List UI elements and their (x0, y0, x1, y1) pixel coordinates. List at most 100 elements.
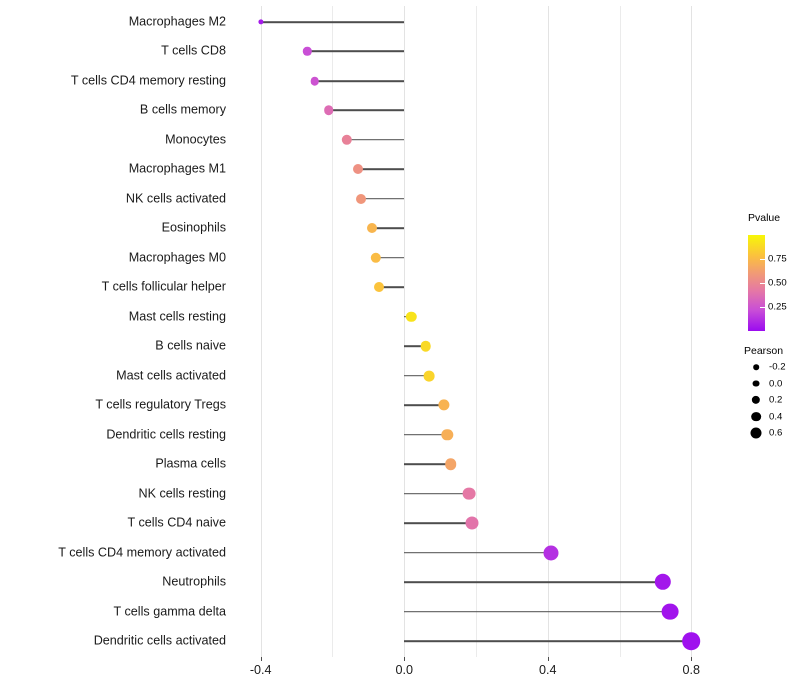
y-axis-category-labels: Macrophages M2 T cells CD8 T cells CD4 mem… (0, 0, 226, 700)
lollipop-stem (404, 610, 670, 613)
gridline-major (547, 6, 549, 657)
lollipop-point[interactable] (406, 311, 417, 322)
colorbar-tick-label: 0.25 (768, 301, 787, 313)
size-legend-dot (750, 427, 762, 439)
x-axis-tick (691, 657, 693, 661)
gridline-major (691, 6, 693, 657)
size-legend-label: -0.2 (769, 361, 786, 373)
pvalue-legend-title: Pvalue (748, 212, 781, 224)
x-axis-tick-label: 0.4 (538, 663, 557, 677)
size-legend-label: 0.4 (769, 411, 783, 422)
y-axis-label: T cells CD4 naive (127, 515, 226, 530)
lollipop-point[interactable] (258, 19, 264, 25)
lollipop-stem (260, 21, 405, 23)
y-axis-label: Plasma cells (155, 456, 226, 471)
lollipop-point[interactable] (462, 487, 476, 501)
x-axis-tick (404, 657, 406, 661)
size-legend-dot (752, 380, 760, 387)
y-axis-label: Mast cells resting (128, 309, 226, 324)
y-axis-label: Macrophages M0 (128, 250, 226, 265)
y-axis-label: Dendritic cells resting (106, 427, 226, 442)
lollipop-point[interactable] (310, 76, 319, 86)
x-axis: -0.4 0.0 0.4 0.8 (232, 657, 720, 687)
lollipop-stem (404, 640, 692, 642)
lollipop-stem (404, 581, 663, 583)
lollipop-stem (404, 551, 552, 554)
lollipop-stem (404, 433, 448, 436)
y-axis-label: T cells regulatory Tregs (95, 397, 226, 412)
x-axis-tick-label: 0.8 (682, 663, 701, 677)
lollipop-point[interactable] (352, 164, 363, 175)
lollipop-stem (357, 168, 405, 171)
lollipop-stem (404, 463, 451, 465)
y-axis-label: Eosinophils (161, 220, 226, 235)
size-legend-dot (751, 395, 761, 405)
lollipop-point[interactable] (420, 340, 432, 352)
y-axis-label: Macrophages M2 (128, 14, 226, 29)
y-axis-label: NK cells resting (138, 486, 227, 501)
y-axis-label: T cells CD4 memory activated (58, 545, 226, 560)
lollipop-point[interactable] (661, 603, 679, 620)
y-axis-label: Macrophages M1 (128, 161, 226, 176)
x-axis-tick-label: -0.4 (249, 663, 272, 677)
gridline-major (404, 6, 406, 657)
size-legend-dot (751, 411, 761, 422)
lollipop-point[interactable] (465, 516, 479, 530)
y-axis-label: Mast cells activated (116, 368, 226, 383)
gridline-minor (332, 6, 334, 657)
lollipop-point[interactable] (324, 105, 334, 116)
lollipop-point[interactable] (543, 545, 559, 561)
lollipop-stem (404, 522, 473, 524)
lollipop-point[interactable] (441, 428, 453, 441)
lollipop-stem (314, 80, 405, 82)
lollipop-point[interactable] (356, 193, 367, 204)
lollipop-point[interactable] (438, 399, 450, 411)
y-axis-label: Monocytes (165, 132, 226, 147)
y-axis-label: T cells CD4 memory resting (70, 73, 226, 88)
x-axis-tick (260, 657, 262, 661)
lollipop-stem (346, 139, 405, 141)
x-axis-tick (547, 657, 549, 661)
y-axis-label: B cells memory (139, 102, 226, 117)
lollipop-stem (307, 50, 405, 53)
colorbar-tick (760, 307, 765, 308)
lollipop-point[interactable] (370, 252, 381, 263)
lollipop-stem (361, 198, 405, 200)
lollipop-point[interactable] (682, 632, 701, 650)
y-axis-label: Dendritic cells activated (93, 633, 226, 648)
colorbar-tick-label: 0.75 (768, 253, 787, 265)
y-axis-label: Neutrophils (162, 574, 226, 589)
lollipop-point[interactable] (366, 223, 377, 234)
lollipop-point[interactable] (654, 573, 671, 591)
lollipop-point[interactable] (374, 282, 385, 293)
lollipop-stem (404, 492, 469, 495)
y-axis-label: T cells gamma delta (113, 604, 226, 619)
y-axis-label: B cells naive (155, 338, 226, 353)
colorbar-tick-label: 0.50 (768, 277, 787, 289)
legend-area: Pvalue Pearson 0.75 0.50 0.25 -0.2 0.0 0.2 0.4… (738, 212, 800, 462)
gridline-major (260, 6, 262, 657)
pearson-legend-title: Pearson (744, 345, 784, 357)
plot-panel (232, 6, 720, 657)
y-axis-label: T cells CD8 (161, 43, 226, 58)
lollipop-stem (404, 345, 426, 348)
lollipop-stem (379, 286, 405, 289)
lollipop-stem (371, 227, 405, 230)
size-legend-dot (753, 364, 759, 370)
lollipop-stem (375, 257, 405, 259)
lollipop-stem (404, 374, 430, 377)
y-axis-label: NK cells activated (125, 191, 226, 206)
lollipop-point[interactable] (303, 47, 312, 56)
size-legend-label: 0.0 (769, 378, 783, 389)
lollipop-point[interactable] (341, 134, 353, 146)
lollipop-stem (328, 109, 405, 112)
gridline-minor (476, 6, 477, 657)
size-legend-label: 0.6 (769, 427, 783, 439)
lollipop-point[interactable] (423, 370, 435, 382)
lollipop-point[interactable] (445, 458, 457, 470)
colorbar-tick (760, 283, 765, 284)
lollipop-stem (404, 404, 444, 406)
size-legend-label: 0.2 (769, 394, 783, 406)
gridline-minor (619, 6, 621, 657)
